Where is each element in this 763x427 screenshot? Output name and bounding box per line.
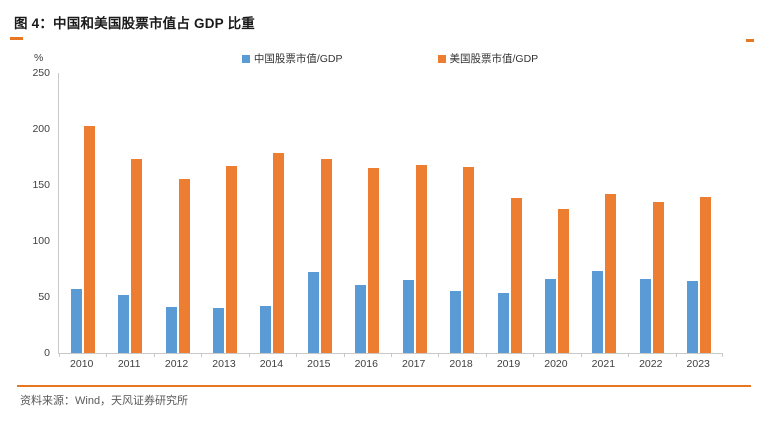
x-axis-tick: [580, 354, 582, 357]
source-note: 资料来源：Wind，天风证券研究所: [20, 395, 189, 407]
plot-area: [58, 73, 723, 357]
x-axis-tick: [343, 354, 345, 357]
bar-china-2019: [497, 292, 509, 353]
bar-china-2021: [592, 271, 604, 353]
bar-us-2023: [700, 197, 712, 353]
y-tick-label: 150: [32, 179, 50, 191]
x-axis-tick: [59, 354, 60, 357]
x-axis-labels: 2010 2011 2012 2013 2014 2015 2016 2017 2018 2019…: [58, 358, 722, 370]
bar-group-2016: [344, 73, 391, 353]
y-tick-label: 200: [32, 123, 50, 135]
x-axis-tick: [106, 354, 108, 357]
bar-group-2019: [486, 73, 533, 353]
x-tick-label-2022: 2022: [639, 358, 663, 370]
bar-us-2015: [320, 159, 332, 353]
bar-group-2018: [438, 73, 485, 353]
bar-china-2014: [260, 305, 272, 353]
legend-swatch-us: [437, 54, 446, 63]
bar-group-2015: [296, 73, 343, 353]
y-tick-label: 0: [44, 347, 50, 359]
bar-china-2017: [402, 280, 414, 353]
y-tick-label: 250: [32, 67, 50, 79]
bar-group-2014: [249, 73, 296, 353]
x-tick-label-2021: 2021: [591, 358, 616, 370]
x-axis-tick: [296, 354, 298, 357]
bar-us-2022: [652, 201, 664, 353]
x-tick-label-2012: 2012: [164, 358, 189, 370]
bar-group-2017: [391, 73, 438, 353]
x-tick-label-2019: 2019: [496, 358, 521, 370]
bar-us-2011: [131, 159, 143, 353]
x-axis-tick: [248, 354, 250, 357]
x-axis-tick: [438, 354, 440, 357]
bar-group-2010: [59, 73, 106, 353]
bar-us-2018: [463, 167, 475, 353]
bar-groups: [59, 73, 723, 353]
x-tick-label-2018: 2018: [449, 358, 473, 370]
x-axis-tick: [675, 354, 677, 357]
x-tick-label-2015: 2015: [307, 358, 331, 370]
bar-us-2014: [273, 152, 285, 353]
bar-group-2022: [628, 73, 675, 353]
legend-item-us: 美国股票市值/GDP: [437, 51, 539, 66]
bar-us-2016: [368, 168, 380, 353]
legend-swatch-china: [241, 54, 250, 63]
chart-legend: 中国股票市值/GDP 美国股票市值/GDP: [58, 51, 722, 66]
x-tick-label-2011: 2011: [117, 358, 141, 370]
x-axis-tick: [628, 354, 630, 357]
bar-group-2020: [533, 73, 580, 353]
title-accent-dash-right: [746, 39, 754, 42]
bar-china-2020: [544, 279, 556, 353]
x-tick-label-2016: 2016: [354, 358, 378, 370]
bar-china-2016: [355, 284, 367, 353]
bar-china-2011: [118, 294, 130, 353]
bar-group-2021: [581, 73, 628, 353]
legend-label-us: 美国股票市值/GDP: [449, 53, 539, 65]
x-tick-label-2014: 2014: [259, 358, 284, 370]
x-axis-tick: [391, 354, 392, 357]
legend-label-china: 中国股票市值/GDP: [253, 53, 343, 65]
bar-china-2023: [687, 281, 699, 353]
x-axis-tick: [485, 354, 487, 357]
bar-china-2018: [450, 291, 462, 353]
y-axis-unit-label: %: [34, 52, 44, 64]
figure-title: 图 4：中国和美国股票市值占 GDP 比重: [14, 16, 255, 31]
x-tick-label-2017: 2017: [401, 358, 426, 370]
bar-china-2015: [307, 272, 319, 353]
bar-us-2020: [557, 208, 569, 353]
x-axis-tick: [722, 354, 723, 357]
bar-china-2022: [639, 279, 651, 353]
footer-rule: [17, 385, 751, 387]
title-accent-dash-left: [10, 37, 23, 40]
bar-group-2013: [201, 73, 248, 353]
x-tick-label-2023: 2023: [686, 358, 710, 370]
bar-us-2021: [605, 193, 617, 353]
x-axis-tick: [201, 354, 203, 357]
bar-china-2013: [212, 308, 224, 353]
x-tick-label-2013: 2013: [212, 358, 236, 370]
bar-group-2023: [675, 73, 722, 353]
bar-us-2017: [415, 164, 427, 353]
x-axis-tick: [153, 354, 155, 357]
bar-group-2011: [106, 73, 153, 353]
y-tick-label: 50: [38, 291, 50, 303]
bar-china-2012: [165, 307, 177, 353]
bar-us-2013: [225, 165, 237, 353]
bar-group-2012: [154, 73, 201, 353]
bar-us-2012: [178, 179, 190, 353]
y-tick-label: 100: [32, 235, 50, 247]
x-tick-label-2020: 2020: [544, 358, 568, 370]
bar-us-2010: [83, 125, 95, 353]
legend-item-china: 中国股票市值/GDP: [241, 51, 343, 66]
x-axis-tick: [533, 354, 535, 357]
bar-china-2010: [70, 289, 82, 353]
x-tick-label-2010: 2010: [70, 358, 94, 370]
bar-us-2019: [510, 198, 522, 353]
